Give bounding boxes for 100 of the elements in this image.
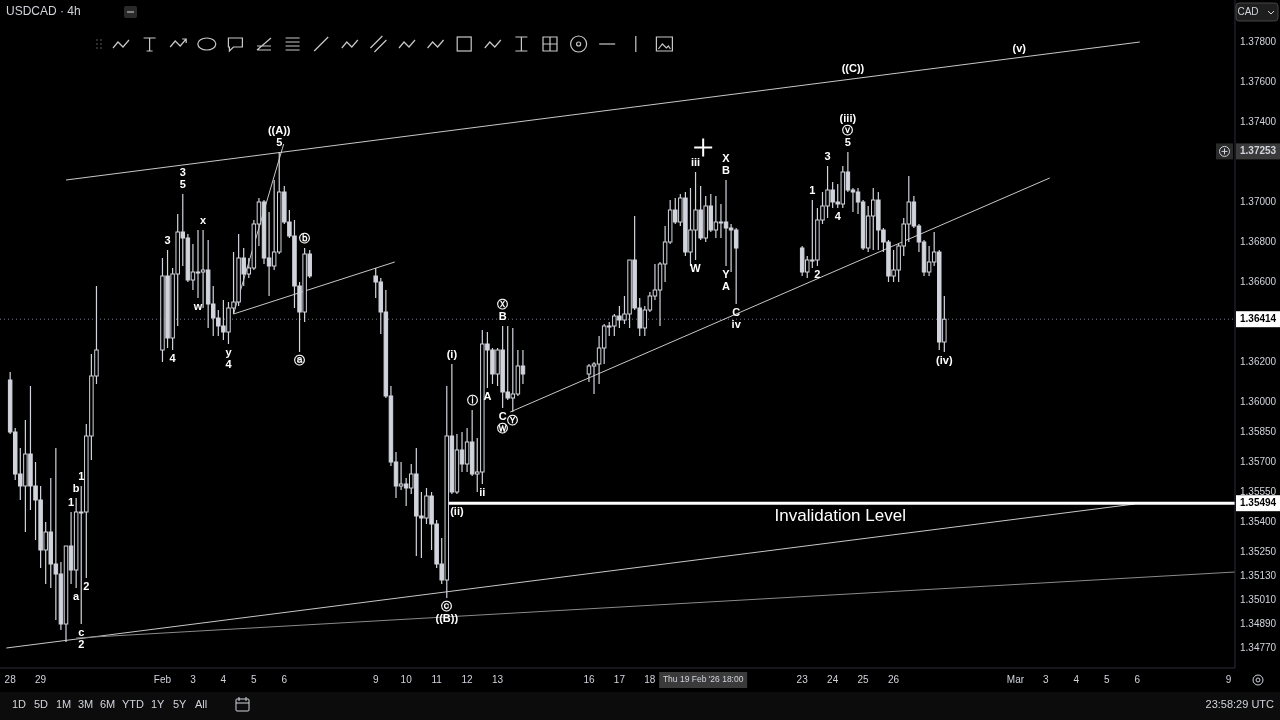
annotation: 4 xyxy=(834,209,842,222)
x-tick-label: 9 xyxy=(372,673,379,685)
y-tick-label: 1.37000 xyxy=(1240,195,1277,207)
annotation: y xyxy=(225,345,233,358)
x-tick-label: 10 xyxy=(400,673,413,685)
text: 1M xyxy=(56,697,72,710)
y-tick-label: 1.35400 xyxy=(1240,515,1277,527)
y-tick-label: 1.36600 xyxy=(1240,275,1277,287)
annotation: x xyxy=(200,213,208,226)
annotation: 4 xyxy=(169,351,177,364)
annotation: (i) xyxy=(446,347,458,360)
annotation: iv xyxy=(731,317,742,330)
annotation: (v) xyxy=(1012,41,1027,54)
annotation: 4 xyxy=(225,357,233,370)
y-tick-label: 1.35130 xyxy=(1240,569,1277,581)
x-tick-label: 26 xyxy=(888,673,900,685)
annotation: 1 xyxy=(809,183,816,196)
annotation: (iii) xyxy=(839,111,857,124)
annotation: B xyxy=(722,163,731,176)
x-tick-label: 6 xyxy=(1134,673,1141,685)
annotation: 5 xyxy=(844,135,851,148)
annotation: 3 xyxy=(164,233,171,246)
y-tick-label: 1.36414 xyxy=(1240,312,1277,324)
annotation: A xyxy=(722,279,731,292)
text: 1Y xyxy=(151,697,166,710)
annotation: ii xyxy=(479,485,486,498)
x-tick-label: 28 xyxy=(4,673,17,685)
annotation: iii xyxy=(690,155,701,168)
y-tick-label: 1.35700 xyxy=(1240,455,1277,467)
annotation: ⓒ xyxy=(441,599,453,612)
x-tick-label: 13 xyxy=(491,673,504,685)
x-tick-label: 3 xyxy=(1043,673,1050,685)
annotation: Ⓨ xyxy=(507,413,519,426)
annotation: 3 xyxy=(824,149,831,162)
annotation: 3 xyxy=(179,165,186,178)
annotation: C xyxy=(732,305,741,318)
annotation: 5 xyxy=(276,135,283,148)
text: 23:58:29 UTC xyxy=(1205,697,1275,710)
annotation: 2 xyxy=(814,267,821,280)
text: 5Y xyxy=(173,697,188,710)
x-tick-label: 11 xyxy=(431,673,443,685)
annotation: (iv) xyxy=(936,353,953,366)
annotation: Y xyxy=(722,267,731,280)
annotation: c xyxy=(78,625,85,638)
series-label: Invalidation Level xyxy=(774,506,906,526)
x-tick-label: 16 xyxy=(583,673,595,685)
y-tick-label: 1.37800 xyxy=(1240,35,1277,47)
y-tick-label: 1.34770 xyxy=(1240,641,1277,653)
annotation: a xyxy=(73,589,81,602)
x-tick-label: 25 xyxy=(857,673,870,685)
y-tick-label: 1.37400 xyxy=(1240,115,1277,127)
y-tick-label: 1.36200 xyxy=(1240,355,1277,367)
annotation: W xyxy=(690,261,702,274)
text: 1D xyxy=(12,697,27,710)
annotation: 1 xyxy=(78,469,85,482)
x-tick-label: 29 xyxy=(35,673,47,685)
text: All xyxy=(195,697,208,710)
text: 5D xyxy=(34,697,49,710)
text: CAD xyxy=(1237,5,1259,17)
x-tick-label: Mar xyxy=(1006,673,1025,685)
y-tick-label: 1.35550 xyxy=(1240,485,1277,497)
y-tick-label: 1.36800 xyxy=(1240,235,1277,247)
annotation: ⓑ xyxy=(299,231,311,244)
annotation: ((B)) xyxy=(435,611,459,624)
annotation: Ⓧ xyxy=(497,297,509,310)
x-tick-label: 17 xyxy=(613,673,626,685)
x-tick-label: 9 xyxy=(1225,673,1232,685)
x-tick-label: 6 xyxy=(281,673,288,685)
chart-title: USDCAD · 4h xyxy=(6,4,81,19)
x-tick-label: 12 xyxy=(461,673,474,685)
y-tick-label: 1.35010 xyxy=(1240,593,1277,605)
annotation: X xyxy=(722,151,731,164)
annotation: ⓥ xyxy=(842,123,854,136)
x-tick-label: 24 xyxy=(827,673,839,685)
y-tick-label: 1.37600 xyxy=(1240,75,1277,87)
annotation: ((C)) xyxy=(841,61,865,74)
text: 6M xyxy=(100,697,116,710)
x-tick-label: 23 xyxy=(796,673,809,685)
text: 3M xyxy=(78,697,94,710)
x-tick-label: 3 xyxy=(190,673,197,685)
annotation: b xyxy=(72,481,80,494)
y-tick-label: 1.34890 xyxy=(1240,617,1277,629)
x-tick-label: 4 xyxy=(220,673,227,685)
annotation: 2 xyxy=(83,579,90,592)
x-tick-label: 18 xyxy=(644,673,656,685)
annotation: B xyxy=(498,309,507,322)
annotation: A xyxy=(483,389,492,402)
annotation: C xyxy=(498,409,507,422)
annotation: ⓘ xyxy=(466,393,478,406)
text: YTD xyxy=(122,697,145,710)
annotation: 2 xyxy=(78,637,85,650)
y-tick-label: 1.36000 xyxy=(1240,395,1277,407)
y-tick-label: 1.35494 xyxy=(1240,496,1277,508)
x-tick-label: 5 xyxy=(251,673,258,685)
annotation: ⓐ xyxy=(294,353,306,366)
annotation: 1 xyxy=(68,495,75,508)
x-tick-label: 4 xyxy=(1073,673,1080,685)
y-tick-label: 1.37253 xyxy=(1240,145,1277,157)
x-tick-label: Thu 19 Feb '26 18:00 xyxy=(662,674,744,685)
y-tick-label: 1.35250 xyxy=(1240,545,1277,557)
